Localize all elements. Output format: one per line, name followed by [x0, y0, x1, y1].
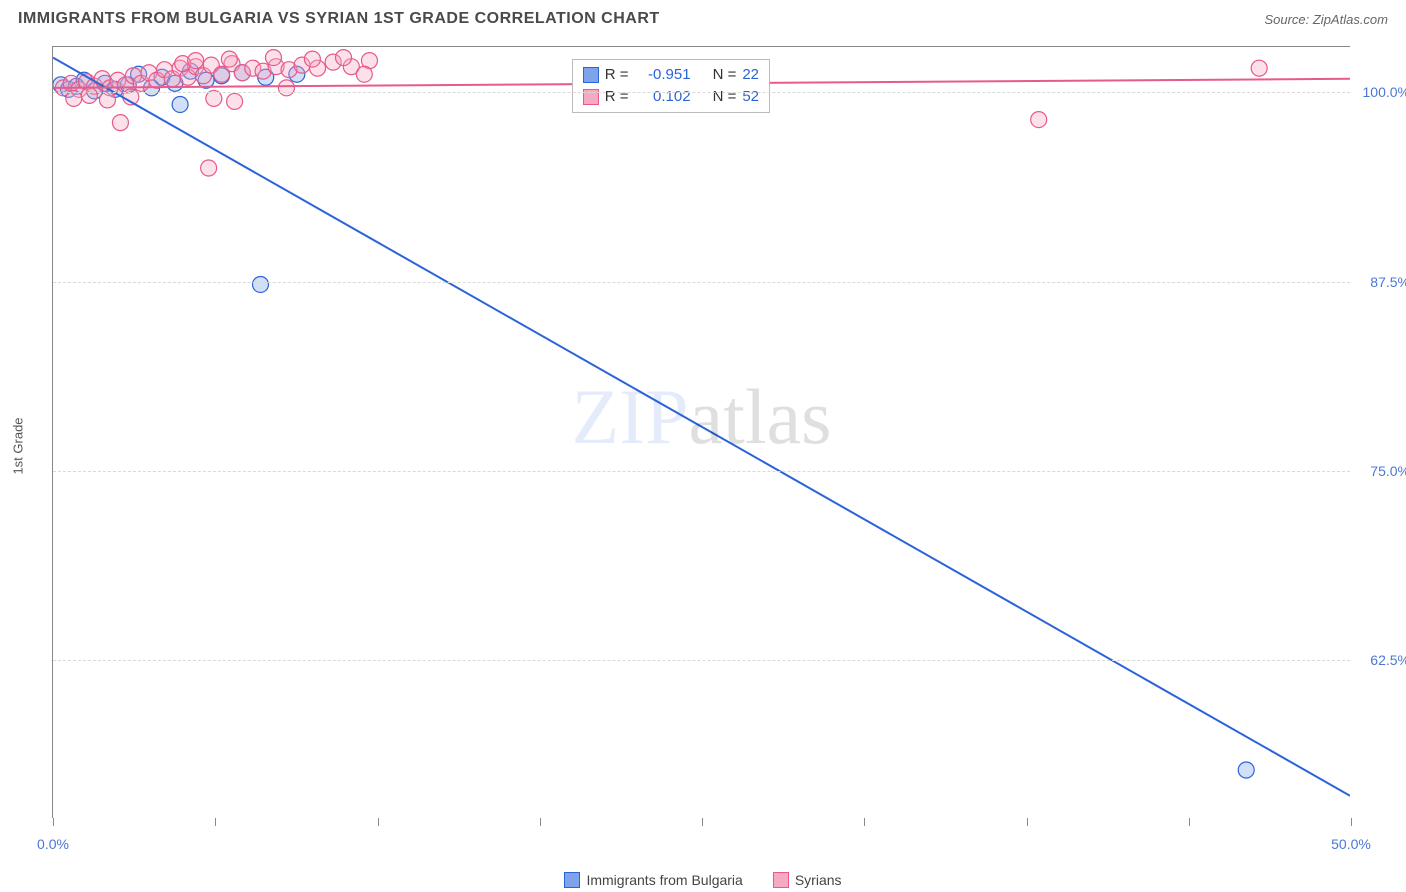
- legend-item-syrians: Syrians: [773, 872, 842, 888]
- point-syrians: [188, 53, 204, 69]
- x-tick: [215, 818, 216, 826]
- y-tick-label: 87.5%: [1355, 274, 1406, 290]
- point-syrians: [278, 80, 294, 96]
- point-syrians: [1031, 112, 1047, 128]
- source-prefix: Source:: [1264, 12, 1312, 27]
- legend-label: Immigrants from Bulgaria: [586, 872, 742, 888]
- legend-stats-row-syrians: R = 0.102 N =52: [583, 86, 759, 108]
- gridline: [53, 282, 1350, 283]
- x-tick: [1189, 818, 1190, 826]
- gridline: [53, 660, 1350, 661]
- point-bulgaria: [172, 96, 188, 112]
- point-syrians: [1251, 60, 1267, 76]
- x-tick: [1027, 818, 1028, 826]
- point-syrians: [81, 87, 97, 103]
- trendline-bulgaria: [53, 58, 1350, 796]
- point-syrians: [336, 50, 352, 66]
- chart-title: IMMIGRANTS FROM BULGARIA VS SYRIAN 1ST G…: [18, 10, 660, 28]
- y-tick-label: 62.5%: [1355, 652, 1406, 668]
- r-value: -0.951: [635, 64, 691, 86]
- plot-area: ZIPatlas R =-0.951N =22R =0.102N =52 100…: [52, 46, 1350, 818]
- x-tick: [53, 818, 54, 826]
- x-tick: [378, 818, 379, 826]
- n-label: N =: [713, 86, 737, 108]
- x-tick: [702, 818, 703, 826]
- x-tick: [1351, 818, 1352, 826]
- point-syrians: [304, 51, 320, 67]
- point-syrians: [221, 51, 237, 67]
- n-value: 52: [742, 86, 759, 108]
- n-label: N =: [713, 64, 737, 86]
- legend-stats-row-bulgaria: R = -0.951 N =22: [583, 64, 759, 86]
- legend-stats-box: R = -0.951 N =22 R = 0.102 N =52: [572, 59, 770, 113]
- gridline: [53, 92, 1350, 93]
- legend-label: Syrians: [795, 872, 842, 888]
- legend-bottom: Immigrants from Bulgaria Syrians: [0, 872, 1406, 888]
- y-axis-label: 1st Grade: [11, 417, 26, 474]
- x-tick-label: 50.0%: [1331, 836, 1371, 852]
- r-value: 0.102: [635, 86, 691, 108]
- r-label: R =: [605, 86, 629, 108]
- legend-item-bulgaria: Immigrants from Bulgaria: [564, 872, 742, 888]
- y-tick-label: 75.0%: [1355, 463, 1406, 479]
- point-syrians: [99, 92, 115, 108]
- n-value: 22: [742, 64, 759, 86]
- swatch-icon: [583, 67, 599, 83]
- point-syrians: [112, 115, 128, 131]
- point-syrians: [265, 50, 281, 66]
- source-site: ZipAtlas.com: [1313, 12, 1388, 27]
- source-attribution: Source: ZipAtlas.com: [1264, 12, 1388, 27]
- point-syrians: [201, 160, 217, 176]
- point-bulgaria: [253, 276, 269, 292]
- swatch-icon: [564, 872, 580, 888]
- swatch-icon: [583, 89, 599, 105]
- gridline: [53, 471, 1350, 472]
- swatch-icon: [773, 872, 789, 888]
- x-tick: [540, 818, 541, 826]
- r-label: R =: [605, 64, 629, 86]
- x-tick-label: 0.0%: [37, 836, 69, 852]
- point-syrians: [356, 66, 372, 82]
- scatter-svg: [53, 47, 1350, 818]
- x-tick: [864, 818, 865, 826]
- y-tick-label: 100.0%: [1355, 84, 1406, 100]
- point-bulgaria: [1238, 762, 1254, 778]
- chart-header: IMMIGRANTS FROM BULGARIA VS SYRIAN 1ST G…: [0, 0, 1406, 34]
- point-syrians: [227, 93, 243, 109]
